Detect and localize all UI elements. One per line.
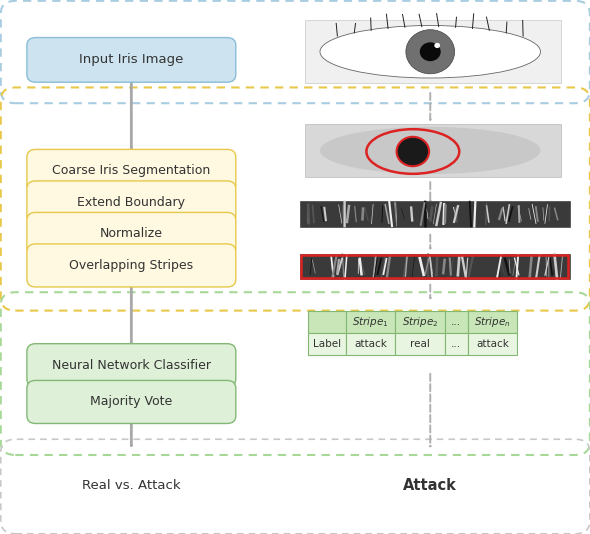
- Bar: [301, 255, 568, 278]
- Ellipse shape: [320, 127, 540, 174]
- Bar: [309, 311, 346, 333]
- Bar: [306, 124, 561, 177]
- Text: $\mathit{Stripe}_n$: $\mathit{Stripe}_n$: [474, 315, 511, 329]
- Text: Label: Label: [313, 339, 341, 349]
- Bar: [395, 333, 445, 355]
- Bar: [346, 311, 395, 333]
- Text: $\mathit{Stripe}_2$: $\mathit{Stripe}_2$: [402, 315, 438, 329]
- Text: Normalize: Normalize: [100, 227, 163, 240]
- FancyBboxPatch shape: [27, 244, 236, 287]
- Bar: [445, 311, 468, 333]
- FancyBboxPatch shape: [27, 37, 236, 82]
- Text: Majority Vote: Majority Vote: [90, 396, 172, 409]
- Bar: [346, 333, 395, 355]
- Text: Input Iris Image: Input Iris Image: [79, 53, 183, 66]
- Bar: [395, 311, 445, 333]
- Text: Coarse Iris Segmentation: Coarse Iris Segmentation: [53, 164, 211, 177]
- Text: real: real: [410, 339, 430, 349]
- Bar: [468, 333, 517, 355]
- Text: $\mathit{Stripe}_1$: $\mathit{Stripe}_1$: [352, 315, 389, 329]
- Bar: [300, 201, 569, 226]
- Text: Attack: Attack: [404, 478, 457, 493]
- Text: Real vs. Attack: Real vs. Attack: [82, 479, 181, 492]
- Bar: [306, 20, 561, 83]
- FancyBboxPatch shape: [27, 181, 236, 224]
- Bar: [468, 311, 517, 333]
- Text: ...: ...: [451, 339, 461, 349]
- Bar: [309, 333, 346, 355]
- Text: Neural Network Classifier: Neural Network Classifier: [52, 359, 211, 372]
- Bar: [300, 254, 569, 279]
- FancyBboxPatch shape: [27, 150, 236, 192]
- FancyBboxPatch shape: [27, 213, 236, 255]
- Bar: [445, 333, 468, 355]
- Text: ...: ...: [451, 317, 461, 327]
- FancyBboxPatch shape: [27, 380, 236, 423]
- Text: attack: attack: [476, 339, 509, 349]
- Text: attack: attack: [355, 339, 387, 349]
- Text: Extend Boundary: Extend Boundary: [77, 196, 185, 209]
- Circle shape: [434, 43, 440, 48]
- Text: Overlapping Stripes: Overlapping Stripes: [69, 259, 194, 272]
- Ellipse shape: [320, 26, 540, 78]
- Circle shape: [396, 137, 429, 166]
- FancyBboxPatch shape: [27, 344, 236, 387]
- Circle shape: [406, 30, 455, 74]
- Circle shape: [420, 42, 441, 61]
